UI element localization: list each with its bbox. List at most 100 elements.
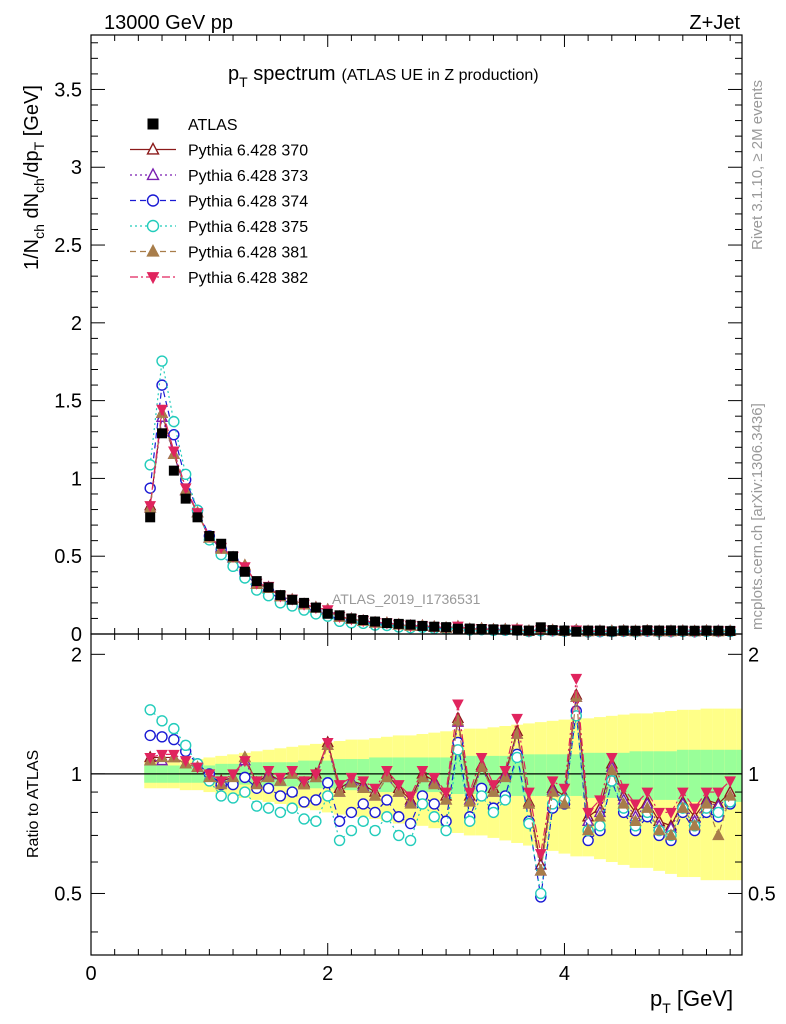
ratio-point bbox=[156, 731, 168, 743]
ratio-point bbox=[558, 783, 571, 795]
atlas-point bbox=[192, 512, 203, 523]
band-inner bbox=[665, 751, 677, 800]
ratio-point bbox=[227, 792, 239, 804]
ratio-point bbox=[700, 796, 713, 809]
ratio-point bbox=[404, 834, 417, 847]
ratio-point bbox=[582, 834, 594, 847]
top-y-tick-label: 0 bbox=[71, 624, 82, 646]
atlas-point bbox=[452, 623, 463, 634]
ratio-point bbox=[629, 799, 642, 811]
atlas-point bbox=[334, 610, 345, 621]
ratio-point bbox=[428, 811, 440, 823]
band-inner bbox=[558, 754, 571, 796]
ratio-point bbox=[487, 806, 500, 819]
x-tick-label: 2 bbox=[322, 963, 333, 985]
band-inner bbox=[724, 749, 737, 802]
atlas-point bbox=[275, 590, 286, 601]
ratio-point bbox=[652, 823, 666, 836]
ratio-point bbox=[499, 765, 512, 778]
ratio-point bbox=[439, 792, 453, 805]
ratio-point bbox=[428, 772, 441, 784]
ratio-point bbox=[381, 765, 393, 778]
band-inner bbox=[333, 759, 346, 791]
atlas-point bbox=[204, 530, 215, 541]
energy-label: 13000 GeV pp bbox=[104, 12, 233, 34]
band-inner bbox=[617, 752, 630, 798]
band-inner bbox=[404, 757, 417, 793]
ratio-point bbox=[393, 829, 405, 842]
atlas-point bbox=[346, 613, 357, 624]
ratio-point bbox=[168, 722, 180, 735]
ratio-point bbox=[617, 796, 630, 809]
ratio-point bbox=[724, 776, 736, 788]
band-inner bbox=[676, 749, 689, 802]
ratio-point bbox=[605, 752, 618, 765]
ratio-point bbox=[641, 787, 654, 799]
ratio-point bbox=[322, 790, 334, 802]
band-inner bbox=[736, 749, 742, 802]
x-tick-label: 0 bbox=[85, 963, 96, 985]
band-inner bbox=[392, 757, 405, 793]
mcplots-label: mcplots.cern.ch [arXiv:1306.3436] bbox=[749, 403, 766, 630]
ratio-point bbox=[144, 729, 156, 742]
ratio-point bbox=[487, 780, 500, 792]
ratio-point bbox=[487, 785, 500, 797]
ratio-point bbox=[581, 823, 595, 836]
ratio-point bbox=[251, 800, 263, 812]
ratio-point bbox=[688, 803, 701, 815]
atlas-point bbox=[547, 625, 558, 636]
ratio-point bbox=[511, 751, 523, 764]
ratio-point bbox=[369, 824, 381, 837]
ratio-point bbox=[664, 828, 678, 841]
top-y-tick-label: 2.5 bbox=[54, 235, 82, 257]
ratio-point bbox=[215, 776, 228, 788]
rivet-label: Rivet 3.1.10, ≥ 2M events bbox=[749, 80, 766, 250]
series-point bbox=[227, 560, 239, 573]
ratio-point bbox=[227, 769, 239, 781]
ratio-point bbox=[191, 762, 204, 774]
ratio-y-tick-label-right: 2 bbox=[748, 644, 759, 666]
atlas-point bbox=[713, 625, 724, 636]
ratio-point bbox=[381, 794, 393, 806]
top-ylabel: 1/Nch dNch/dpT [GeV] bbox=[21, 85, 47, 270]
band-inner bbox=[463, 755, 476, 794]
atlas-point bbox=[642, 625, 653, 636]
atlas-point bbox=[216, 538, 227, 549]
ratio-point bbox=[523, 787, 535, 799]
ratio-point bbox=[393, 811, 405, 823]
ratio-point bbox=[239, 756, 251, 768]
ratio-point bbox=[286, 765, 299, 778]
ratio-point bbox=[416, 765, 429, 778]
atlas-point bbox=[500, 624, 511, 635]
ratio-point bbox=[298, 796, 310, 808]
band-inner bbox=[534, 754, 547, 796]
analysis-id: ATLAS_2019_I1736531 bbox=[332, 591, 481, 607]
ratio-point bbox=[464, 815, 476, 827]
ratio-point bbox=[404, 817, 417, 830]
atlas-point bbox=[405, 619, 416, 630]
ratio-point bbox=[357, 776, 370, 788]
ratio-point bbox=[617, 783, 630, 795]
ratio-point bbox=[511, 713, 523, 725]
atlas-point bbox=[429, 621, 440, 632]
ratio-point bbox=[286, 786, 298, 798]
ratio-point bbox=[724, 788, 737, 801]
ratio-point bbox=[321, 737, 334, 750]
ratio-point bbox=[333, 834, 346, 847]
ratio-point bbox=[712, 787, 725, 799]
atlas-point bbox=[358, 614, 369, 625]
ratio-point bbox=[357, 798, 369, 810]
legend-marker bbox=[147, 118, 159, 130]
ratio-point bbox=[369, 806, 381, 819]
ratio-point bbox=[274, 790, 287, 802]
atlas-point bbox=[417, 620, 428, 631]
ratio-point bbox=[333, 780, 346, 792]
ratio-point bbox=[428, 798, 440, 810]
series-point bbox=[179, 468, 192, 480]
ratio-point bbox=[558, 796, 571, 809]
ratio-point bbox=[475, 790, 488, 802]
band-inner bbox=[475, 755, 488, 794]
band-inner bbox=[653, 751, 666, 800]
ratio-point bbox=[499, 794, 511, 806]
atlas-point bbox=[381, 618, 392, 629]
